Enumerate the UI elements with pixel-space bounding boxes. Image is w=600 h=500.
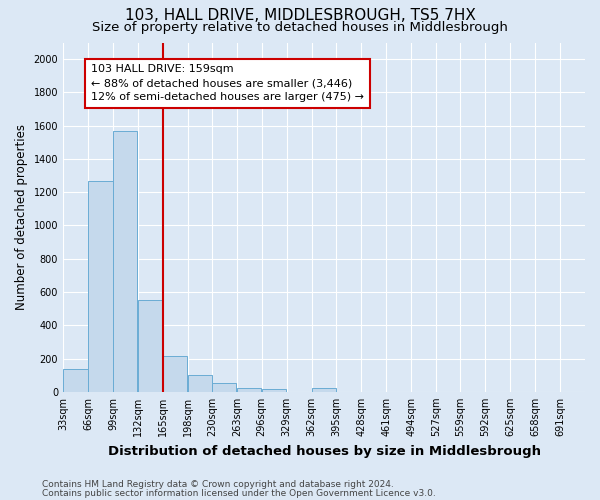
Text: Contains HM Land Registry data © Crown copyright and database right 2024.: Contains HM Land Registry data © Crown c… xyxy=(42,480,394,489)
Bar xyxy=(212,384,236,392)
Bar xyxy=(88,180,113,392)
Text: 103, HALL DRIVE, MIDDLESBROUGH, TS5 7HX: 103, HALL DRIVE, MIDDLESBROUGH, TS5 7HX xyxy=(125,8,475,22)
Y-axis label: Number of detached properties: Number of detached properties xyxy=(15,124,28,310)
Text: Contains public sector information licensed under the Open Government Licence v3: Contains public sector information licen… xyxy=(42,488,436,498)
Text: Size of property relative to detached houses in Middlesbrough: Size of property relative to detached ho… xyxy=(92,21,508,34)
Bar xyxy=(163,356,187,392)
Bar xyxy=(188,375,212,392)
Bar xyxy=(113,130,137,392)
Text: 103 HALL DRIVE: 159sqm
← 88% of detached houses are smaller (3,446)
12% of semi-: 103 HALL DRIVE: 159sqm ← 88% of detached… xyxy=(91,64,364,102)
X-axis label: Distribution of detached houses by size in Middlesbrough: Distribution of detached houses by size … xyxy=(107,444,541,458)
Bar xyxy=(63,368,88,392)
Bar xyxy=(262,390,286,392)
Bar xyxy=(311,388,336,392)
Bar xyxy=(237,388,262,392)
Bar xyxy=(138,300,163,392)
